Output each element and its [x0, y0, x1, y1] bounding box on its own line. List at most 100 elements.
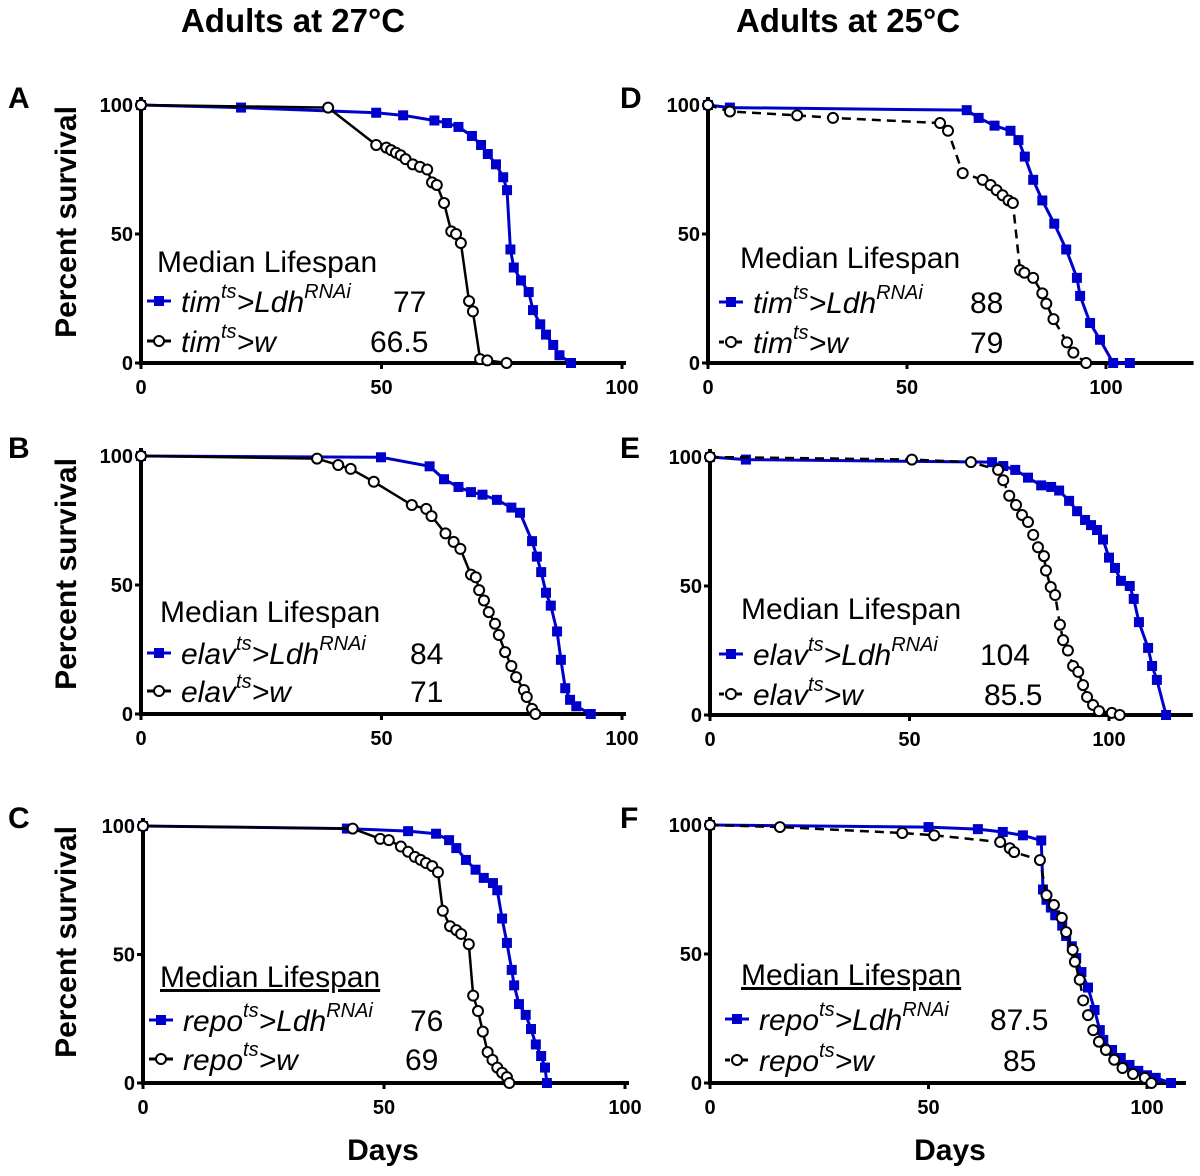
data-point: [1113, 709, 1126, 721]
data-point: [934, 117, 947, 130]
x-tick-label: 50: [896, 377, 918, 399]
data-point: [1018, 266, 1031, 279]
data-point: [1047, 313, 1060, 326]
x-tick-label: 100: [605, 377, 638, 399]
data-point: [1005, 125, 1016, 136]
data-point: [1060, 336, 1073, 349]
x-axis-label-left: Days: [347, 1134, 419, 1167]
x-tick-label: 0: [704, 1097, 715, 1119]
data-point: [467, 989, 480, 1002]
genotype: >Ldh: [237, 286, 305, 319]
data-point: [541, 587, 552, 598]
data-point: [460, 854, 471, 865]
data-point: [1147, 660, 1158, 671]
data-point: [1046, 481, 1057, 492]
data-point: [135, 99, 147, 111]
genotype: >w: [237, 326, 279, 359]
data-point: [826, 111, 839, 124]
series-ldh-rnai: [705, 452, 1172, 720]
legend-label: timts>LdhRNAi: [181, 281, 351, 319]
data-point: [961, 105, 972, 116]
genotype: >Ldh: [835, 1004, 903, 1037]
median-lifespan-value: 71: [410, 676, 443, 709]
data-point: [1109, 562, 1120, 573]
genotype: >w: [259, 1044, 301, 1077]
superscript: ts: [808, 634, 824, 656]
data-point: [508, 262, 519, 273]
data-point: [510, 671, 523, 684]
data-point: [431, 866, 444, 879]
legend-entry: repots>LdhRNAi 87.5: [725, 999, 1048, 1037]
median-lifespan-value: 85: [1003, 1045, 1036, 1078]
data-point: [928, 829, 941, 842]
data-point: [431, 828, 442, 839]
legend-title: Median Lifespan: [741, 959, 961, 992]
data-point: [444, 835, 455, 846]
superscript: RNAi: [902, 999, 949, 1021]
data-point: [462, 938, 475, 951]
data-point: [1033, 854, 1046, 867]
data-point: [997, 826, 1008, 837]
x-tick-label: 100: [1089, 377, 1122, 399]
y-tick-label: 100: [100, 446, 133, 468]
data-point: [1027, 528, 1040, 541]
legend-label: timts>LdhRNAi: [753, 282, 923, 320]
x-tick-label: 100: [1092, 729, 1125, 751]
superscript: ts: [221, 321, 237, 343]
data-point: [1057, 920, 1068, 931]
data-point: [367, 475, 380, 488]
data-point: [421, 163, 434, 176]
superscript: RNAi: [304, 281, 351, 303]
genotype: >Ldh: [824, 639, 892, 672]
data-point: [773, 821, 786, 834]
data-point: [1116, 1062, 1129, 1075]
genotype: >Ldh: [809, 287, 877, 320]
series-line: [709, 455, 1168, 716]
legend-square-marker: [726, 297, 736, 307]
data-point: [923, 822, 934, 833]
data-point: [536, 567, 547, 578]
data-point: [509, 980, 520, 991]
series-line: [709, 455, 1121, 717]
data-point: [455, 927, 468, 940]
driver: tim: [753, 287, 793, 320]
y-tick-label: 50: [680, 576, 702, 598]
legend-entry: elavts>LdhRNAi 104: [719, 634, 1030, 672]
data-point: [376, 452, 387, 463]
superscript: RNAi: [891, 634, 938, 656]
data-point: [1082, 1009, 1095, 1022]
data-point: [1049, 218, 1060, 229]
data-point: [1028, 174, 1039, 185]
data-point: [500, 357, 513, 369]
y-tick-label: 0: [122, 353, 133, 375]
data-point: [322, 101, 335, 114]
superscript: ts: [221, 281, 237, 303]
data-point: [503, 1077, 516, 1089]
legend-entry: repots>w 69: [149, 1039, 438, 1077]
driver: repo: [759, 1004, 819, 1037]
legend-entry: elavts>w 71: [147, 671, 443, 709]
superscript: ts: [243, 1000, 259, 1022]
data-point: [1066, 943, 1079, 956]
data-point: [451, 843, 462, 854]
x-axis-label-right: Days: [914, 1134, 986, 1167]
data-point: [1095, 334, 1106, 345]
data-point: [555, 654, 566, 665]
median-lifespan-value: 87.5: [990, 1004, 1048, 1037]
data-point: [1037, 550, 1050, 563]
data-point: [1060, 926, 1073, 939]
genotype: >Ldh: [252, 638, 320, 671]
data-point: [972, 824, 983, 835]
data-point: [1037, 884, 1048, 895]
driver: repo: [183, 1005, 243, 1038]
y-tick-label: 50: [678, 224, 700, 246]
data-point: [1050, 910, 1061, 921]
legend-label: elavts>w: [181, 671, 293, 709]
legend-entry: timts>w 79: [719, 322, 1003, 360]
driver: tim: [753, 327, 793, 360]
y-tick-label: 50: [111, 575, 133, 597]
data-point: [1166, 1078, 1177, 1088]
data-point: [465, 487, 476, 498]
data-point: [490, 159, 501, 170]
